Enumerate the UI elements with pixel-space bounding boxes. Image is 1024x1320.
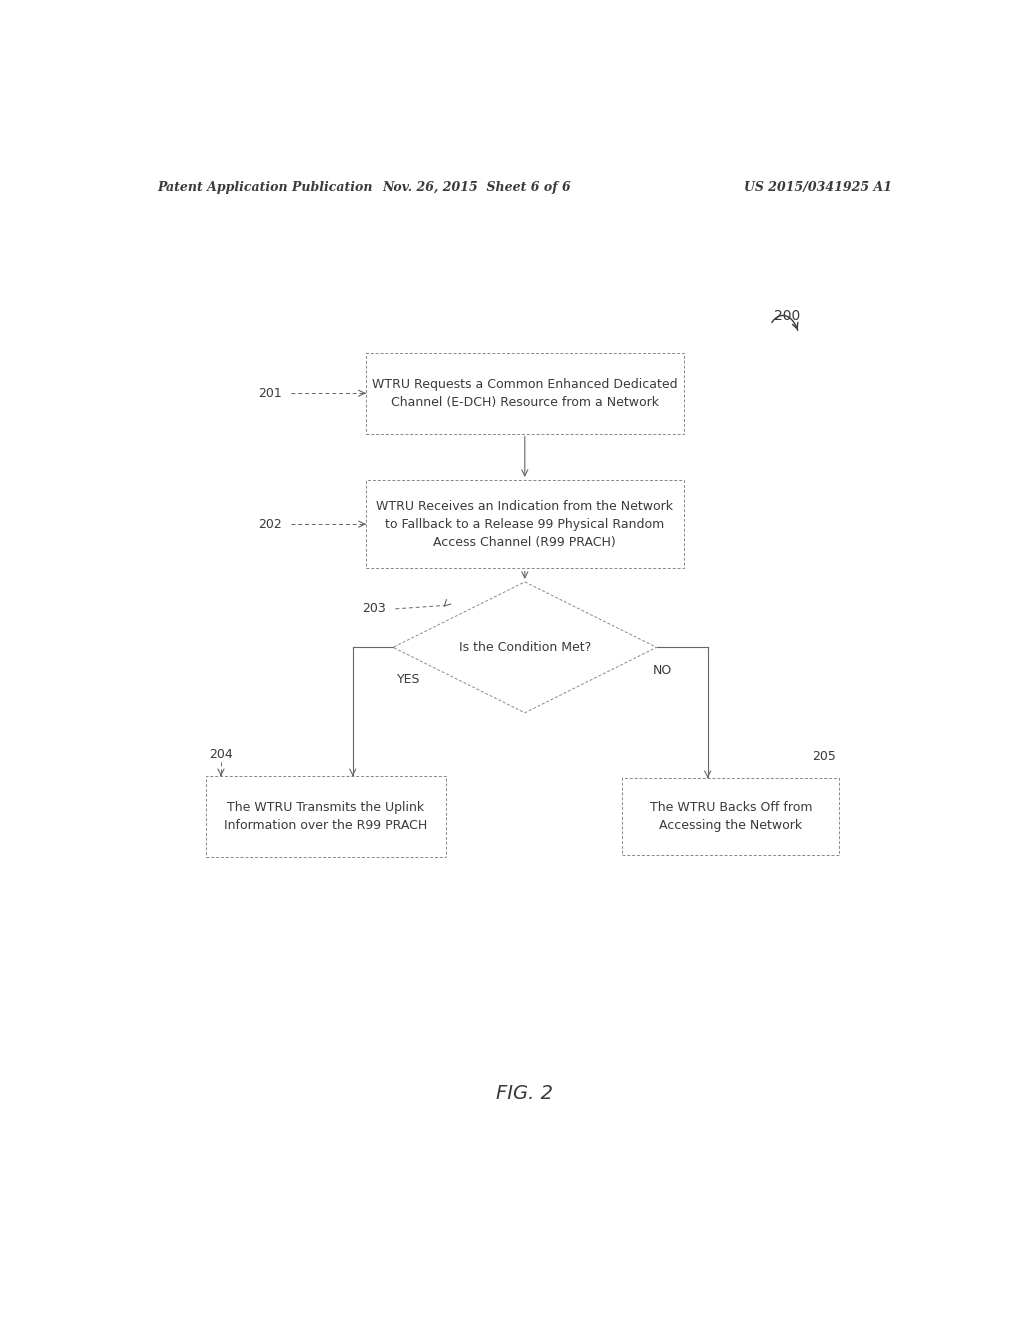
Text: 201: 201 [258, 387, 282, 400]
Text: YES: YES [397, 673, 421, 686]
Text: NO: NO [652, 664, 672, 677]
Text: US 2015/0341925 A1: US 2015/0341925 A1 [744, 181, 892, 194]
FancyBboxPatch shape [206, 776, 445, 857]
Text: Nov. 26, 2015  Sheet 6 of 6: Nov. 26, 2015 Sheet 6 of 6 [382, 181, 571, 194]
Text: 205: 205 [812, 750, 836, 763]
FancyBboxPatch shape [623, 779, 840, 855]
Text: FIG. 2: FIG. 2 [497, 1085, 553, 1104]
Text: 204: 204 [209, 748, 233, 762]
Text: The WTRU Backs Off from
Accessing the Network: The WTRU Backs Off from Accessing the Ne… [649, 801, 812, 832]
Text: WTRU Receives an Indication from the Network
to Fallback to a Release 99 Physica: WTRU Receives an Indication from the Net… [376, 500, 674, 549]
Text: WTRU Requests a Common Enhanced Dedicated
Channel (E-DCH) Resource from a Networ: WTRU Requests a Common Enhanced Dedicate… [372, 378, 678, 409]
Text: 203: 203 [362, 602, 386, 615]
FancyBboxPatch shape [366, 352, 684, 434]
FancyBboxPatch shape [366, 480, 684, 569]
Text: The WTRU Transmits the Uplink
Information over the R99 PRACH: The WTRU Transmits the Uplink Informatio… [224, 801, 427, 832]
Text: Is the Condition Met?: Is the Condition Met? [459, 640, 591, 653]
Text: 200: 200 [773, 309, 800, 323]
Polygon shape [393, 582, 656, 713]
Text: 202: 202 [258, 517, 282, 531]
Text: Patent Application Publication: Patent Application Publication [158, 181, 373, 194]
